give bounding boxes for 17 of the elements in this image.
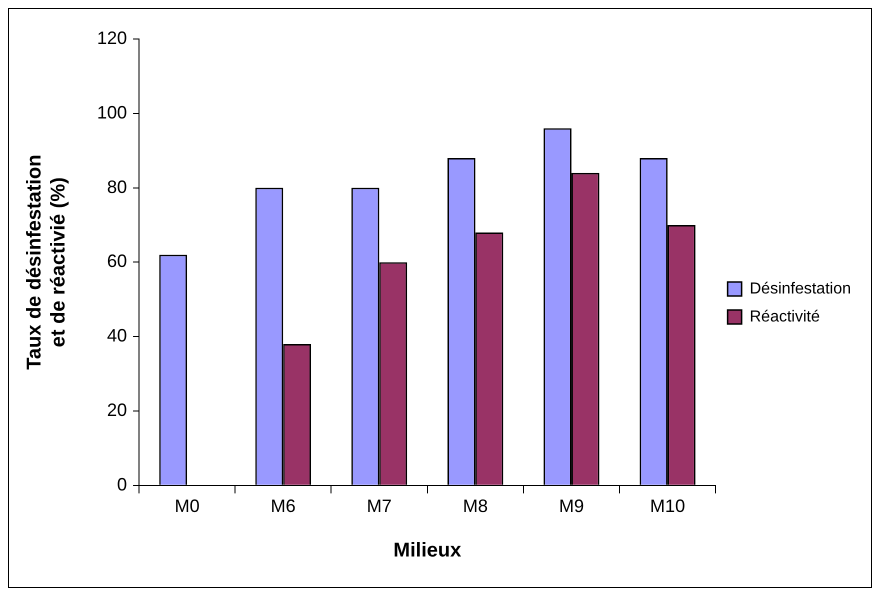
y-tick-label: 80 <box>107 176 128 197</box>
x-tick-label: M0 <box>174 496 200 516</box>
x-tick-label: M9 <box>558 496 584 516</box>
y-tick-label: 0 <box>117 474 128 494</box>
y-tick-label: 100 <box>96 102 128 122</box>
y-tick-label: 40 <box>107 326 128 346</box>
x-tick-label: M7 <box>366 496 392 516</box>
x-tick-label: M8 <box>462 496 488 516</box>
y-tick-label: 20 <box>107 400 128 420</box>
y-axis-title: Taux de désinfestation et de réactivié (%) <box>24 154 70 370</box>
x-tick-label: M6 <box>270 496 296 516</box>
y-tick-label: 120 <box>96 28 128 48</box>
y-tick-label: 60 <box>107 251 128 272</box>
x-axis-title: Milieux <box>393 540 462 562</box>
legend-label: Désinfestation <box>750 280 851 298</box>
legend-label: Réactivité <box>750 308 820 326</box>
x-tick-label: M10 <box>650 496 686 516</box>
